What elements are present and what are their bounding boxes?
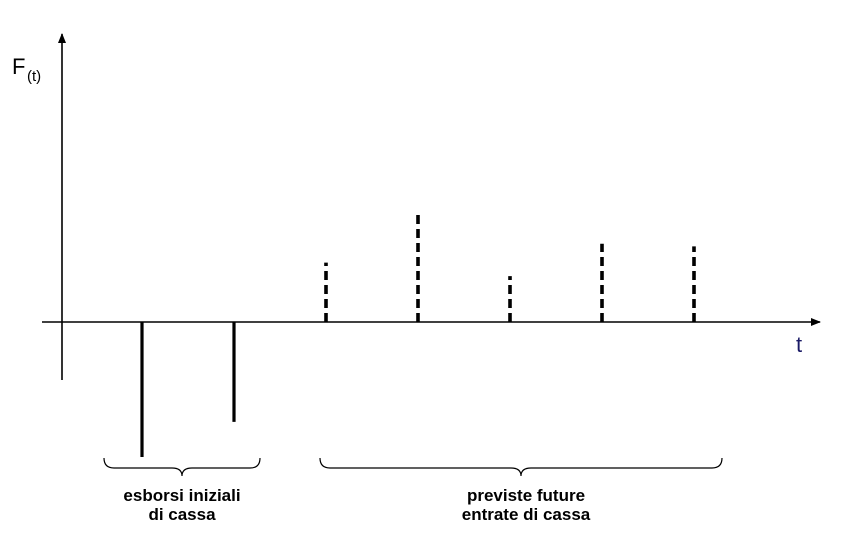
outflows-brace: [103, 457, 261, 477]
inflows-brace: [319, 457, 723, 477]
y-axis-label-subscript: (t): [27, 68, 41, 85]
outflows-caption-line2: di cassa: [148, 505, 216, 524]
y-axis-label: F: [12, 54, 25, 79]
x-axis-label: t: [796, 332, 802, 357]
outflows-caption-line1: esborsi iniziali: [123, 486, 240, 505]
cash-flow-bars: [140, 214, 696, 457]
inflows-caption-line1: previste future: [467, 486, 585, 505]
inflows-caption-line2: entrate di cassa: [462, 505, 591, 524]
